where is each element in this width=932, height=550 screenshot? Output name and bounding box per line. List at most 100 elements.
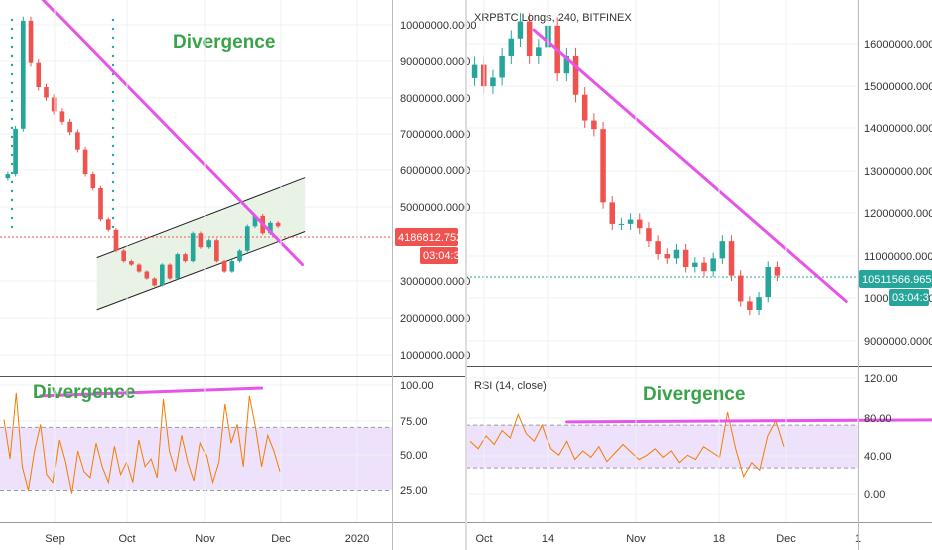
indicator-dot bbox=[111, 135, 115, 139]
candle-body bbox=[471, 64, 478, 78]
svg-text:03:04:37: 03:04:37 bbox=[423, 250, 466, 262]
candle-body bbox=[490, 77, 496, 87]
candle-body bbox=[190, 233, 196, 262]
indicator-dot bbox=[111, 189, 115, 193]
candle-body bbox=[237, 250, 242, 262]
candle-body bbox=[563, 55, 570, 74]
y-tick-label: 10000000.0000 bbox=[400, 20, 476, 32]
indicator-dot bbox=[111, 27, 115, 31]
y-tick-label: 9000000.0000 bbox=[400, 56, 470, 68]
indicator-dot bbox=[10, 36, 14, 40]
candle-body bbox=[655, 241, 661, 255]
candle-body bbox=[20, 20, 26, 129]
indicator-dot bbox=[10, 18, 14, 22]
y-tick-label: 16000000.0000 bbox=[864, 39, 932, 51]
y-tick-label: 2000000.0000 bbox=[400, 313, 470, 325]
candle-body bbox=[152, 278, 157, 286]
indicator-dot bbox=[111, 45, 115, 49]
candle-body bbox=[664, 254, 671, 259]
candle-body bbox=[175, 254, 181, 279]
candle-body bbox=[51, 97, 57, 112]
left-price-panel: Divergence 10000000.0000 9000000.0000 8000… bbox=[0, 0, 476, 362]
indicator-dot bbox=[10, 225, 14, 229]
left-rsi-band bbox=[0, 427, 392, 491]
right-price-panel: XRPBTC Longs, 240, BITFINEX 16000000.000… bbox=[466, 12, 932, 348]
y-tick-label: 9000000.0000 bbox=[864, 336, 932, 348]
right-countdown-badge: 03:04:37 bbox=[889, 289, 932, 306]
left-price-trendline bbox=[41, 0, 305, 267]
candle-body bbox=[618, 223, 625, 225]
candle-body bbox=[59, 111, 65, 122]
indicator-dot bbox=[111, 162, 115, 166]
candle-body bbox=[167, 264, 173, 279]
indicator-dot bbox=[10, 162, 14, 166]
indicator-dot bbox=[111, 198, 115, 202]
indicator-dot bbox=[10, 81, 14, 85]
candle-body bbox=[673, 249, 680, 259]
x-tick-label: Dec bbox=[776, 533, 796, 545]
y-tick-label: 75.00 bbox=[400, 416, 428, 428]
candle-body bbox=[737, 275, 744, 302]
candle-body bbox=[44, 87, 49, 98]
candle-body bbox=[252, 215, 258, 227]
indicator-dot bbox=[10, 27, 14, 31]
y-tick-label: 15000000.0000 bbox=[864, 81, 932, 93]
x-tick-label: Nov bbox=[195, 533, 215, 545]
right-rsi-title: RSI (14, close) bbox=[474, 380, 547, 392]
candle-body bbox=[692, 262, 698, 267]
indicator-dot bbox=[10, 108, 14, 112]
y-tick-label: 1000000.0000 bbox=[400, 350, 470, 362]
x-tick-label: Dec bbox=[271, 533, 291, 545]
candle-body bbox=[701, 262, 707, 272]
candle-body bbox=[627, 219, 634, 224]
left-x-axis: Sep Oct Nov Dec 2020 bbox=[45, 0, 369, 545]
left-last-price-badge[interactable]: 4186812.7522 bbox=[395, 228, 468, 246]
candle-body bbox=[121, 250, 127, 262]
indicator-dot bbox=[111, 126, 115, 130]
candle-body bbox=[144, 271, 150, 279]
right-rsi-line bbox=[469, 412, 785, 479]
candle-body bbox=[82, 149, 88, 175]
indicator-dot bbox=[10, 63, 14, 67]
indicator-dot bbox=[10, 117, 14, 121]
candle-body bbox=[526, 21, 533, 56]
left-rsi-divergence-label: Divergence bbox=[33, 382, 135, 403]
y-tick-label: 7000000.0000 bbox=[400, 129, 470, 141]
indicator-dot bbox=[111, 36, 115, 40]
candle-body bbox=[206, 240, 211, 248]
y-tick-label: 0.00 bbox=[864, 489, 885, 501]
y-tick-label: 14000000.0000 bbox=[864, 123, 932, 135]
right-price-grid bbox=[466, 43, 858, 342]
indicator-dot bbox=[111, 18, 115, 22]
candle-body bbox=[67, 121, 72, 133]
indicator-dot bbox=[111, 117, 115, 121]
candle-body bbox=[756, 297, 762, 311]
candle-body bbox=[75, 132, 80, 150]
candle-body bbox=[221, 261, 227, 272]
indicator-dot bbox=[111, 171, 115, 175]
indicator-dot bbox=[10, 207, 14, 211]
candle-body bbox=[90, 174, 96, 188]
indicator-dot bbox=[10, 45, 14, 49]
candle-body bbox=[129, 261, 134, 265]
right-rsi-y-axis: 120.00 80.00 40.00 0.00 bbox=[864, 373, 898, 501]
x-tick-label: 2020 bbox=[345, 533, 369, 545]
candle-body bbox=[581, 94, 588, 121]
x-tick-label: Nov bbox=[626, 533, 646, 545]
y-tick-label: 6000000.0000 bbox=[400, 165, 470, 177]
candle-body bbox=[159, 264, 165, 286]
svg-text:03:04:37: 03:04:37 bbox=[892, 292, 932, 304]
candle-body bbox=[5, 174, 11, 179]
right-last-price-badge[interactable]: 10511566.9654 bbox=[859, 270, 932, 288]
left-dotted-indicator bbox=[10, 18, 115, 229]
right-rsi-band bbox=[466, 425, 858, 469]
left-channel-lower-line bbox=[96, 231, 306, 311]
y-tick-label: 25.00 bbox=[400, 485, 428, 497]
indicator-dot bbox=[111, 216, 115, 220]
right-price-trendline bbox=[532, 28, 848, 303]
candle-body bbox=[214, 240, 219, 262]
indicator-dot bbox=[10, 189, 14, 193]
y-tick-label: 100.00 bbox=[400, 380, 434, 392]
